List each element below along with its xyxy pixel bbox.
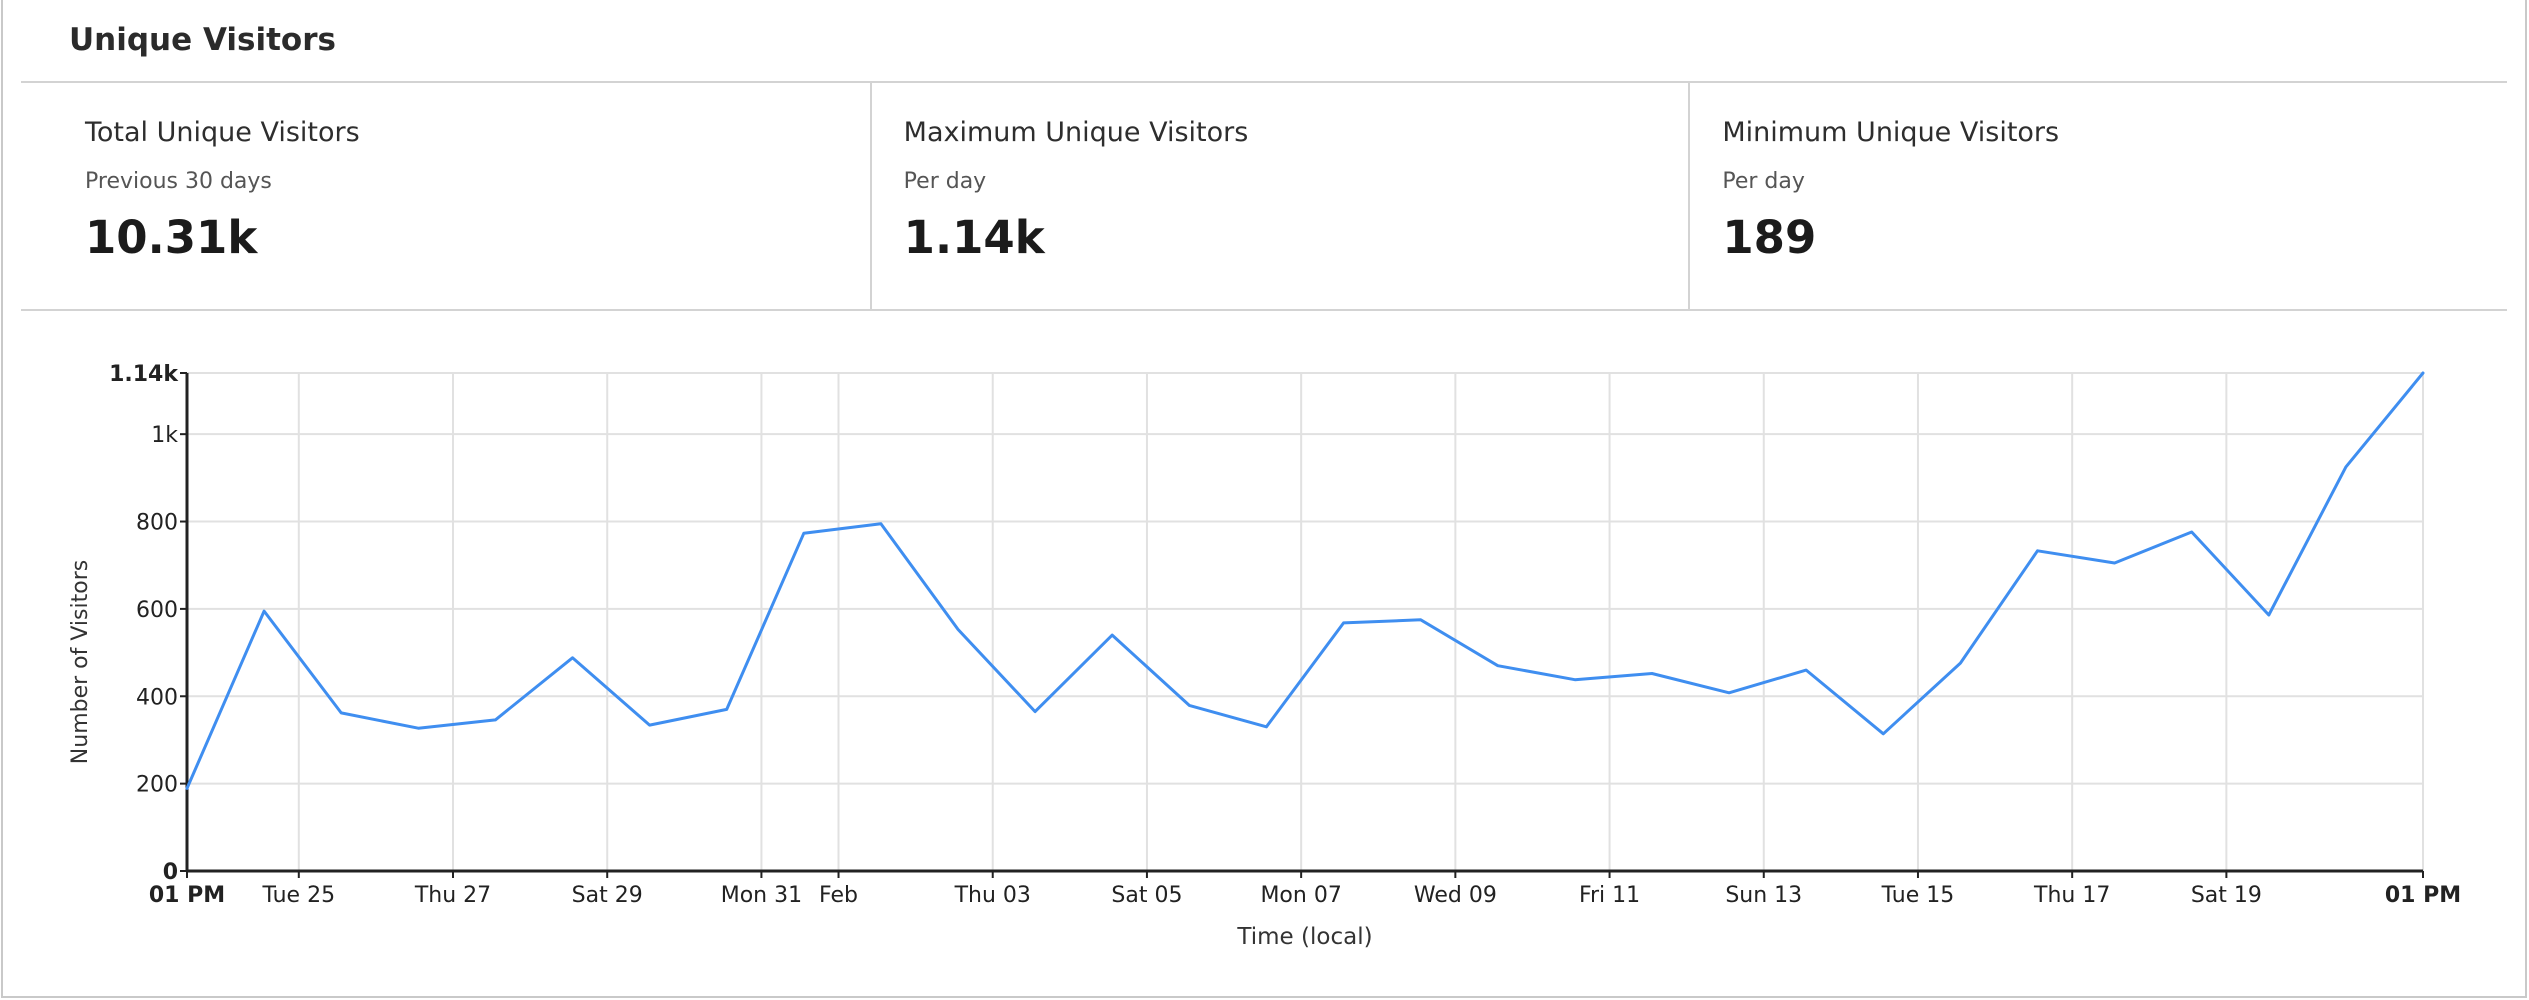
stat-title: Total Unique Visitors [85, 117, 360, 148]
panel-title: Unique Visitors [69, 22, 336, 58]
stat-subtitle: Per day [1722, 169, 1805, 194]
x-tick-label: Thu 17 [2033, 883, 2110, 908]
y-tick-label: 400 [136, 685, 178, 710]
stat-total-unique-visitors: Total Unique Visitors Previous 30 days 1… [21, 83, 870, 309]
data-point [570, 655, 576, 661]
x-tick-label: Sat 29 [572, 883, 643, 908]
y-tick-label: 600 [136, 598, 178, 623]
data-point [1186, 702, 1192, 708]
data-point [1726, 690, 1732, 696]
x-tick-label: Thu 03 [954, 883, 1031, 908]
data-point [955, 626, 961, 632]
data-point [2266, 612, 2272, 618]
data-point [1803, 667, 1809, 673]
stat-maximum-unique-visitors: Maximum Unique Visitors Per day 1.14k [869, 83, 1689, 309]
y-tick-label: 0 [163, 860, 178, 885]
data-point [1341, 620, 1347, 626]
data-point [2420, 370, 2426, 376]
x-tick-label: Mon 07 [1260, 883, 1341, 908]
data-point [1957, 660, 1963, 666]
visitors-line-chart: 0 200 400 600 800 1k 1.14k 01 PM Tue 25 Thu 27 Sat… [68, 362, 2461, 950]
stat-title: Minimum Unique Visitors [1722, 117, 2060, 148]
data-point [261, 608, 267, 614]
x-tick-label: 01 PM [149, 883, 225, 908]
data-point [878, 521, 884, 527]
data-point [415, 725, 421, 731]
x-tick-label: Tue 25 [262, 883, 336, 908]
stat-value: 189 [1722, 211, 1817, 264]
x-tick-label: Mon 31 [721, 883, 802, 908]
y-axis-label: Number of Visitors [68, 560, 93, 764]
data-point [1263, 724, 1269, 730]
stat-subtitle: Per day [903, 169, 987, 194]
data-point [2034, 548, 2040, 554]
data-point [801, 530, 807, 536]
y-tick-label: 200 [136, 773, 178, 798]
data-point [2189, 529, 2195, 535]
data-point [1495, 663, 1501, 669]
series-line [185, 371, 2425, 790]
x-tick-label: Tue 15 [1881, 883, 1955, 908]
x-tick-label: 01 PM [2385, 883, 2461, 908]
stat-value: 1.14k [903, 211, 1045, 264]
x-tick-label: Feb [819, 883, 858, 908]
x-axis-label: Time (local) [1236, 924, 1372, 950]
x-tick-label: Sun 13 [1725, 883, 1802, 908]
stat-subtitle: Previous 30 days [85, 169, 272, 194]
data-point [1418, 617, 1424, 623]
y-tick-label: 800 [136, 511, 178, 536]
data-point [1032, 709, 1038, 715]
x-tick-label: Sat 19 [2191, 883, 2262, 908]
data-point [1572, 677, 1578, 683]
data-point [1880, 731, 1886, 737]
x-tick-label: Thu 27 [414, 883, 491, 908]
header-divider [21, 81, 2507, 83]
stats-divider [21, 309, 2507, 311]
data-point [1649, 671, 1655, 677]
stat-value: 10.31k [85, 211, 258, 264]
data-point [724, 706, 730, 712]
data-point [1109, 632, 1115, 638]
stat-minimum-unique-visitors: Minimum Unique Visitors Per day 189 [1688, 83, 2507, 309]
data-point [647, 722, 653, 728]
y-tick-label: 1k [151, 423, 178, 448]
x-tick-label: Fri 11 [1579, 883, 1640, 908]
x-tick-label: Sat 05 [1111, 883, 1182, 908]
x-tick-label: Wed 09 [1414, 883, 1497, 908]
data-point [184, 785, 190, 791]
data-point [2112, 560, 2118, 566]
data-point [2343, 464, 2349, 470]
y-tick-label: 1.14k [109, 362, 179, 387]
stat-title: Maximum Unique Visitors [903, 117, 1249, 148]
series [184, 370, 2426, 791]
stats-row: Total Unique Visitors Previous 30 days 1… [21, 83, 2507, 309]
data-point [338, 710, 344, 716]
tick-labels: 0 200 400 600 800 1k 1.14k 01 PM Tue 25 Thu 27 Sat… [109, 362, 2461, 908]
data-point [492, 717, 498, 723]
grid-lines [187, 372, 2424, 871]
